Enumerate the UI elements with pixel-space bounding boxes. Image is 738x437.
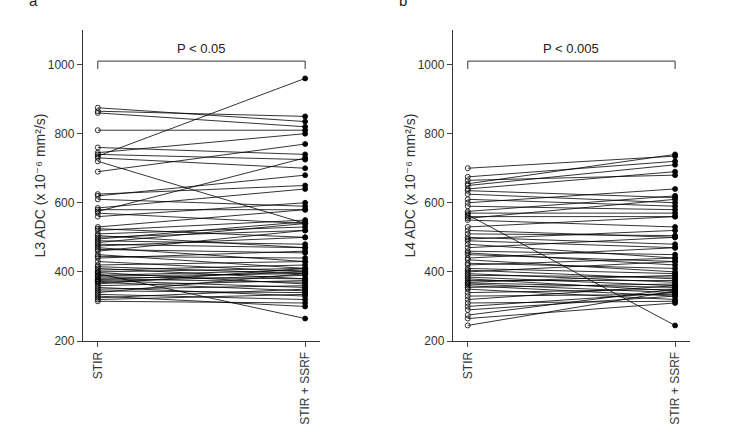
svg-text:200: 200 <box>424 334 444 348</box>
svg-text:600: 600 <box>424 196 444 210</box>
svg-text:STIR + SSRF: STIR + SSRF <box>668 352 682 425</box>
svg-text:b: b <box>399 0 407 9</box>
svg-text:400: 400 <box>424 265 444 279</box>
svg-text:1000: 1000 <box>48 58 75 72</box>
svg-text:800: 800 <box>54 127 74 141</box>
svg-text:L3 ADC (x 10⁻⁶ mm²/s): L3 ADC (x 10⁻⁶ mm²/s) <box>32 114 48 258</box>
svg-text:a: a <box>29 0 38 9</box>
svg-text:400: 400 <box>54 265 74 279</box>
svg-text:L4 ADC (x 10⁻⁶ mm²/s): L4 ADC (x 10⁻⁶ mm²/s) <box>402 114 418 258</box>
svg-text:STIR: STIR <box>91 351 105 379</box>
svg-text:STIR: STIR <box>461 351 475 379</box>
svg-text:P < 0.05: P < 0.05 <box>177 41 226 56</box>
svg-text:600: 600 <box>54 196 74 210</box>
svg-text:1000: 1000 <box>418 58 445 72</box>
svg-text:P < 0.005: P < 0.005 <box>543 41 599 56</box>
svg-text:STIR + SSRF: STIR + SSRF <box>298 352 312 425</box>
svg-text:800: 800 <box>424 127 444 141</box>
svg-text:200: 200 <box>54 334 74 348</box>
